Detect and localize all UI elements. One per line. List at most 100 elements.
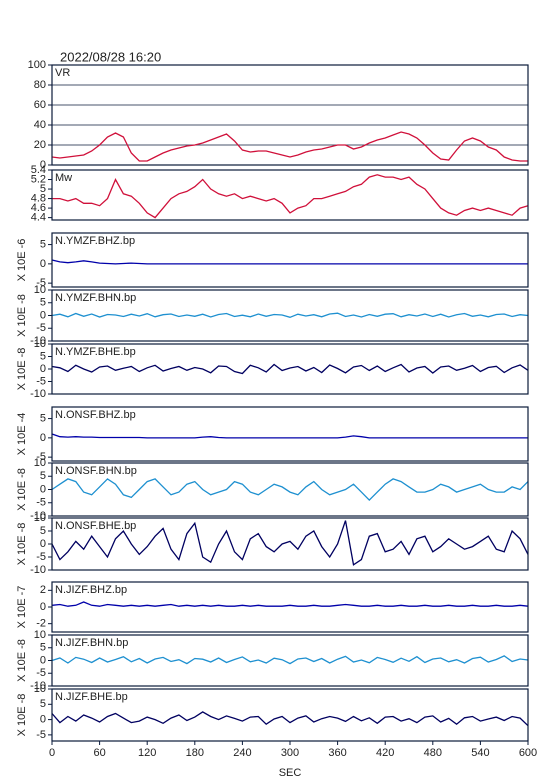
series-line [51,711,529,727]
y-tick-label: 10 [34,338,46,350]
y-tick-label: 2 [40,584,46,596]
x-tick-label: 240 [233,747,251,759]
y-tick-label: 5.2 [31,173,46,185]
x-axis-label: SEC [279,767,302,779]
panel-frame [51,581,529,633]
y-tick-label: -5 [36,322,46,334]
y-tick-label: 5 [40,525,46,537]
y-tick-label: 5 [40,183,46,195]
series-line [51,655,529,665]
y-axis-label: X 10E -8 [16,694,28,737]
x-tick-label: 180 [186,747,204,759]
y-tick-label: 60 [34,99,46,111]
y-axis-label: X 10E -8 [16,523,28,566]
y-axis-label: X 10E -7 [16,586,28,629]
panel-frame [51,462,529,517]
y-axis-label: X 10E -8 [16,294,28,337]
y-tick-label: 0 [40,654,46,666]
x-tick-label: 540 [471,747,489,759]
panel-frame [51,169,529,221]
series-line [51,259,528,265]
y-tick-label: 40 [34,119,46,131]
series-line [51,433,528,439]
series-line [51,601,529,607]
panel-frame [51,517,529,571]
series-line [51,363,529,375]
y-tick-label: 10 [34,284,46,296]
y-tick-label: -5 [36,277,46,289]
y-axis-label: X 10E -6 [16,239,28,282]
y-tick-label: 5 [40,698,46,710]
x-tick-label: 120 [138,747,156,759]
y-tick-label: -5 [36,551,46,563]
series-label: VR [55,67,70,79]
y-tick-label: 100 [28,59,46,71]
y-tick-label: 10 [34,512,46,524]
y-tick-label: 10 [34,683,46,695]
y-tick-label: 0 [40,309,46,321]
y-tick-label: 0 [40,258,46,270]
y-tick-label: 5 [40,642,46,654]
y-tick-label: -5 [36,375,46,387]
y-tick-label: -5 [36,451,46,463]
series-label: N.ONSF.BHN.bp [55,465,137,477]
series-label: N.JIZF.BHN.bp [55,637,128,649]
series-label: N.YMZF.BHZ.bp [55,235,135,247]
y-tick-label: 5 [40,238,46,250]
y-tick-label: 4.4 [31,212,46,224]
y-tick-label: -10 [30,564,46,576]
y-tick-label: 10 [34,457,46,469]
series-label: N.JIZF.BHE.bp [55,691,128,703]
y-tick-label: 0 [40,159,46,171]
x-tick-label: 60 [93,747,105,759]
series-label: N.JIZF.BHZ.bp [55,584,127,596]
y-tick-label: 80 [34,79,46,91]
y-tick-label: 20 [34,139,46,151]
y-tick-label: 0 [40,601,46,613]
y-tick-label: 5 [40,297,46,309]
series-line [51,520,529,566]
y-tick-label: 4.6 [31,202,46,214]
chart-title: 2022/08/28 16:20 [60,49,161,64]
y-tick-label: 5 [40,470,46,482]
y-tick-label: -10 [30,680,46,692]
series-label: Mw [55,172,72,184]
y-tick-label: -5 [36,497,46,509]
panel-frame [51,406,529,462]
panel-frame [51,343,529,395]
panel-frame [51,64,529,166]
panel-frame [51,232,529,288]
x-tick-label: 420 [376,747,394,759]
y-tick-label: 5.4 [31,164,46,176]
y-tick-label: 0 [40,432,46,444]
y-tick-label: 0 [40,713,46,725]
x-tick-label: 300 [281,747,299,759]
series-line [52,174,529,219]
series-label: N.ONSF.BHE.bp [55,520,136,532]
series-line [51,131,528,162]
x-tick-label: 480 [424,747,442,759]
series-label: N.YMZF.BHN.bp [55,292,136,304]
x-tick-label: 600 [519,747,537,759]
x-tick-label: 360 [328,747,346,759]
x-tick-label: 0 [49,747,55,759]
series-label: N.YMZF.BHE.bp [55,346,136,358]
y-tick-label: 10 [34,629,46,641]
y-tick-label: -5 [36,729,46,741]
y-tick-label: 5 [40,350,46,362]
y-axis-label: X 10E -8 [16,468,28,511]
y-tick-label: 0 [40,483,46,495]
series-line [51,312,529,318]
y-axis-label: X 10E -8 [16,639,28,682]
series-label: N.ONSF.BHZ.bp [55,409,136,421]
y-tick-label: 0 [40,538,46,550]
y-tick-label: -10 [30,388,46,400]
y-tick-label: -10 [30,510,46,522]
y-axis-label: X 10E -8 [16,348,28,391]
y-tick-label: -5 [36,667,46,679]
y-axis-label: X 10E -4 [16,413,28,456]
y-tick-label: -10 [30,335,46,347]
y-tick-label: -2 [36,618,46,630]
series-line [51,478,529,502]
